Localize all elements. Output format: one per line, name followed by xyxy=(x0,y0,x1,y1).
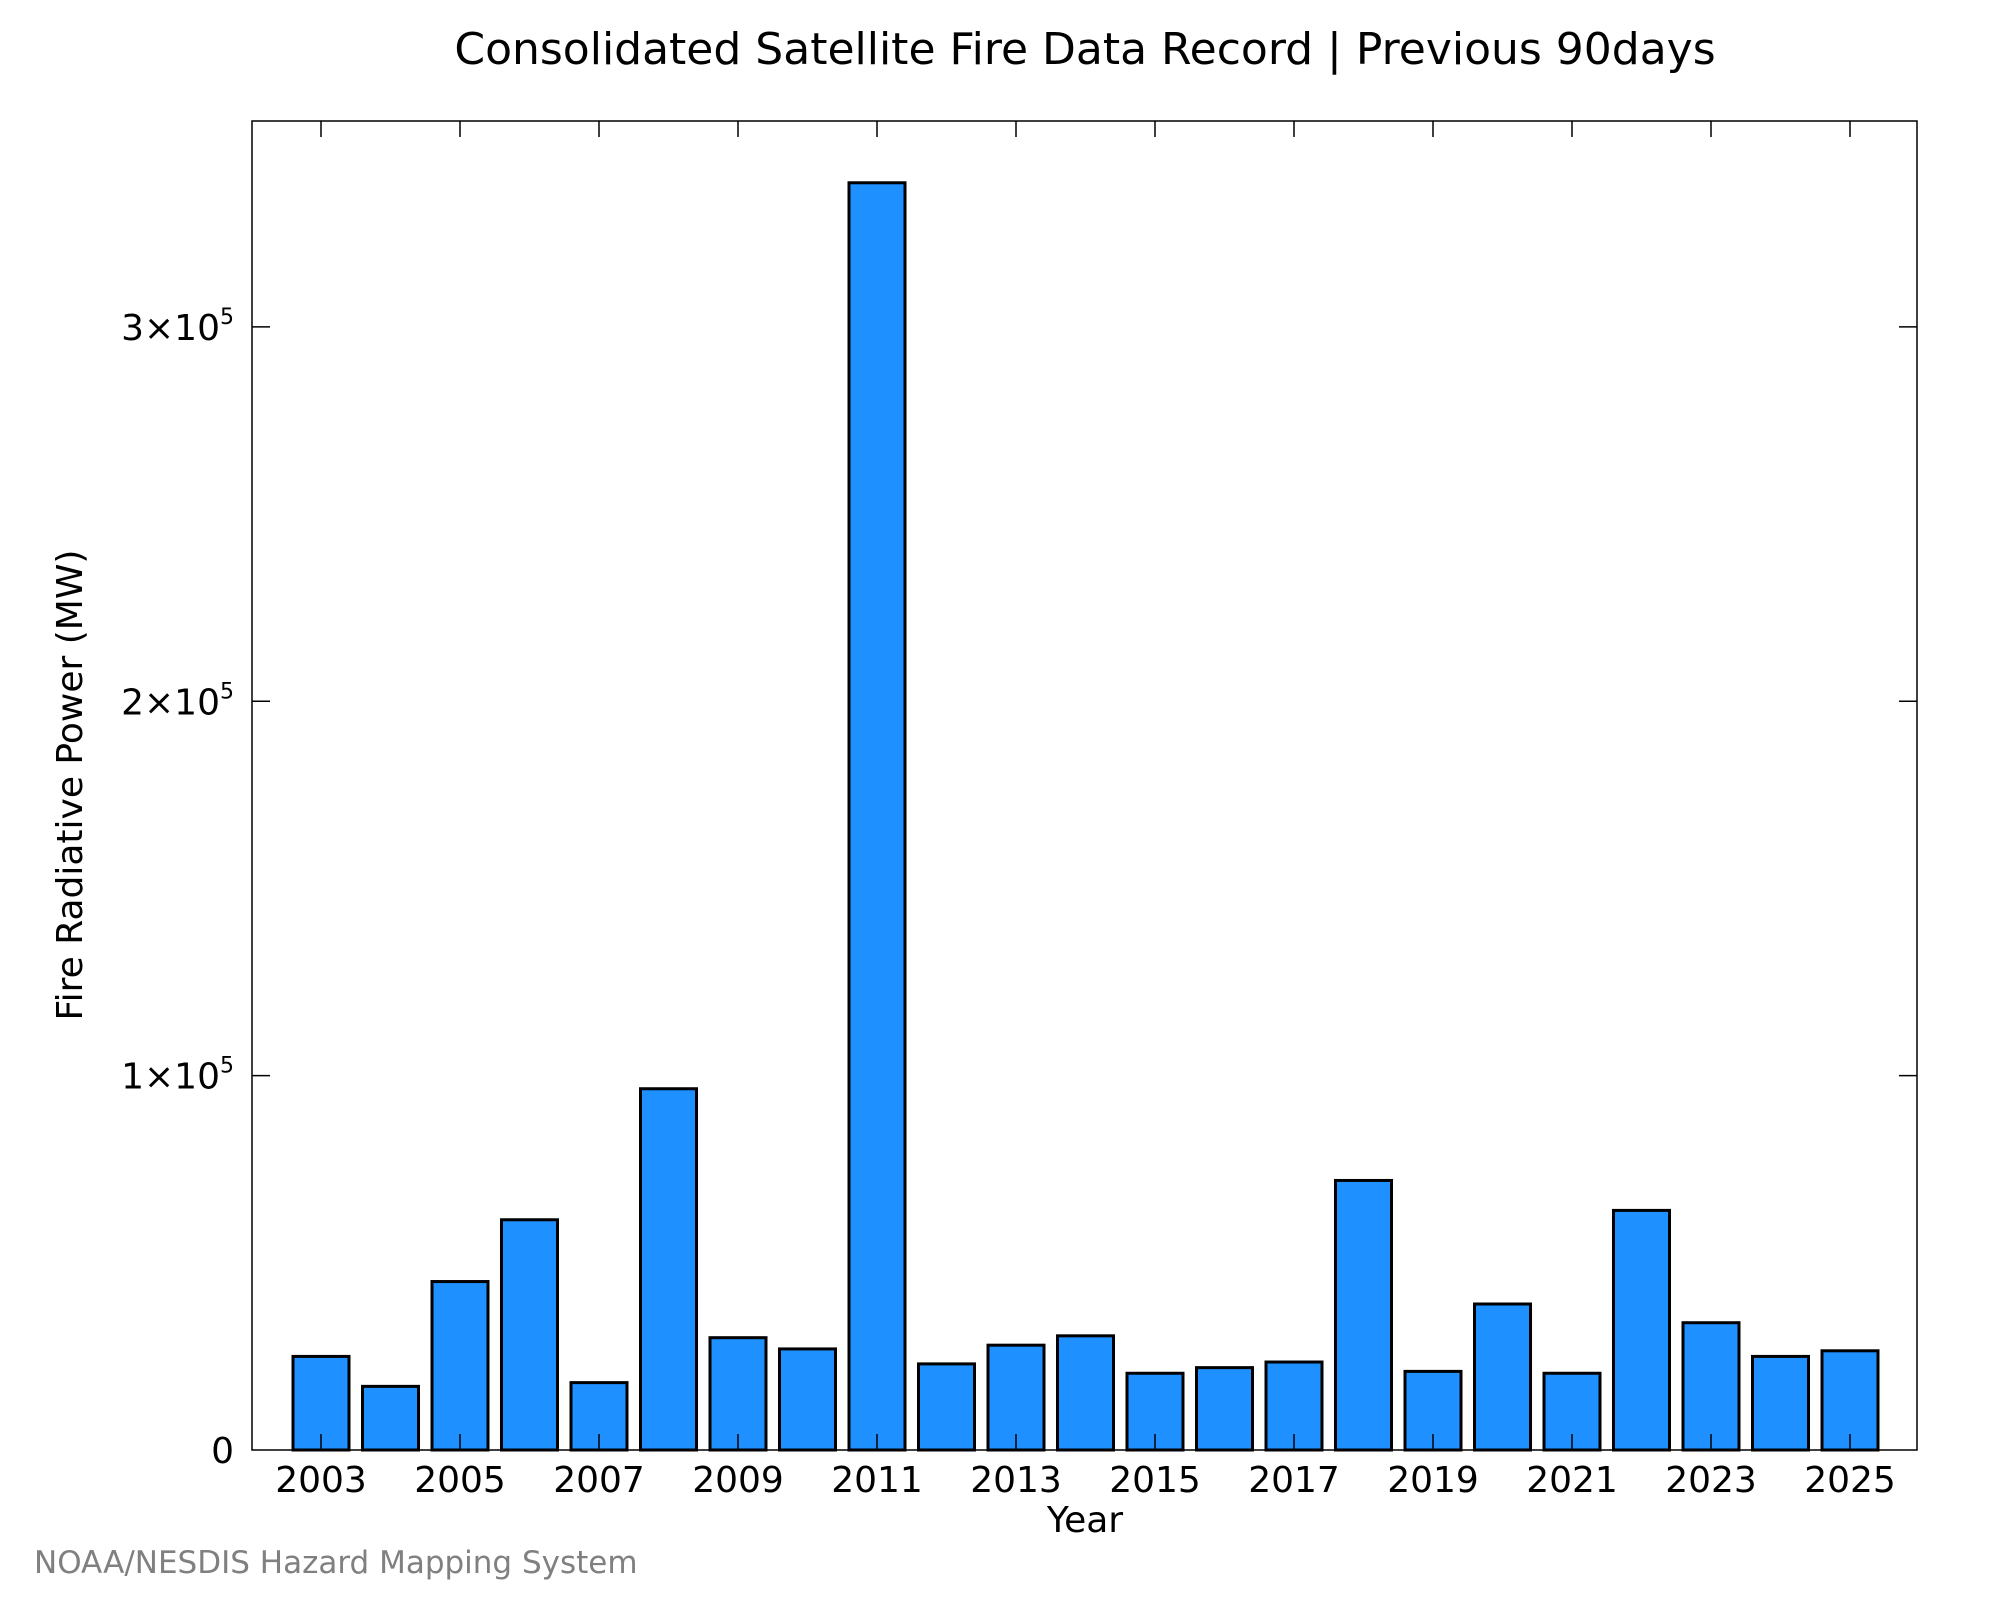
y-tick-label: 2×105 xyxy=(121,679,234,723)
x-tick-label: 2009 xyxy=(692,1460,784,1501)
y-tick-label: 3×105 xyxy=(121,305,234,349)
bar-2009 xyxy=(708,1336,768,1452)
x-tick-label: 2025 xyxy=(1804,1460,1896,1501)
bar-2010 xyxy=(778,1347,837,1452)
bar-2006 xyxy=(500,1218,559,1452)
bar-2025 xyxy=(1820,1349,1880,1452)
y-axis-label: Fire Radiative Power (MW) xyxy=(50,550,91,1021)
y-axis-ticks: 0 1×105 2×105 3×105 xyxy=(121,305,1917,1472)
x-axis-ticks: 2003 2005 2007 2009 2011 2013 2015 2017 2019 2021… xyxy=(275,121,1896,1501)
y-tick-label: 0 xyxy=(211,1431,234,1472)
bar-2011 xyxy=(847,181,907,1452)
bar-2022 xyxy=(1612,1208,1671,1452)
x-tick-label: 2005 xyxy=(414,1460,506,1501)
x-tick-label: 2015 xyxy=(1109,1460,1201,1501)
x-tick-label: 2019 xyxy=(1387,1460,1479,1501)
x-tick-label: 2017 xyxy=(1248,1460,1340,1501)
x-tick-label: 2021 xyxy=(1526,1460,1618,1501)
x-axis-label: Year xyxy=(1046,1500,1123,1541)
x-tick-label: 2013 xyxy=(970,1460,1062,1501)
x-tick-label: 2023 xyxy=(1665,1460,1757,1501)
bar-2020 xyxy=(1473,1302,1532,1452)
bar-2024 xyxy=(1751,1354,1810,1452)
bar-2005 xyxy=(430,1280,490,1452)
bar-2012 xyxy=(917,1362,976,1452)
x-tick-label: 2011 xyxy=(831,1460,923,1501)
chart-title: Consolidated Satellite Fire Data Record … xyxy=(454,24,1715,75)
x-tick-label: 2003 xyxy=(275,1460,367,1501)
credit-text: NOAA/NESDIS Hazard Mapping System xyxy=(34,1545,638,1581)
y-tick-label: 1×105 xyxy=(121,1054,234,1098)
bar-2016 xyxy=(1195,1366,1254,1452)
bar-2018 xyxy=(1334,1178,1393,1452)
plot-frame xyxy=(251,120,1918,1451)
bar-2004 xyxy=(361,1384,420,1452)
bar-2008 xyxy=(639,1087,698,1452)
bar-2014 xyxy=(1056,1334,1115,1452)
x-tick-label: 2007 xyxy=(553,1460,645,1501)
bar-series xyxy=(291,181,1880,1452)
bar-2023 xyxy=(1681,1321,1741,1452)
